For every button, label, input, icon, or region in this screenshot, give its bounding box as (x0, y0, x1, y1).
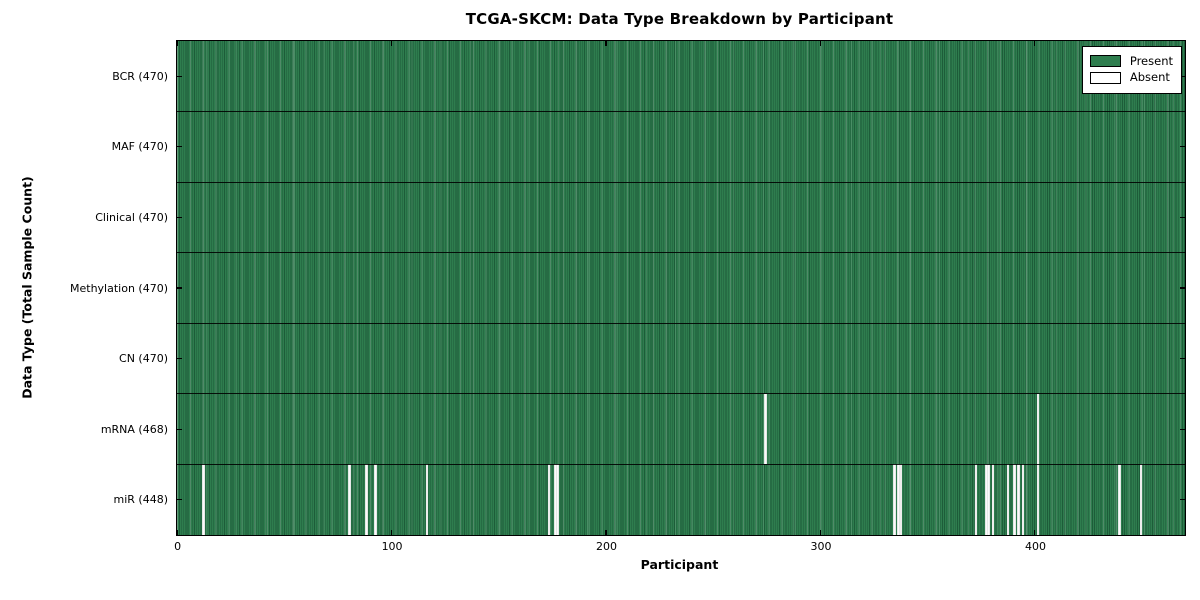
y-tick-right (1180, 287, 1185, 289)
y-tick-right (1180, 216, 1185, 219)
y-tick-label-clinical: Clinical (470) (95, 211, 168, 225)
y-tick (177, 357, 182, 360)
y-tick-right (1180, 146, 1185, 148)
absent-stripe-mir (202, 464, 206, 535)
legend-absent-swatch (1089, 71, 1121, 84)
absent-stripe-mir (547, 464, 551, 535)
row-separator (177, 322, 1185, 324)
y-tick-right (1180, 428, 1185, 430)
y-tick-label-methylation: Methylation (470) (70, 281, 168, 295)
y-tick-right (1180, 499, 1185, 501)
x-axis-label: Participant (640, 557, 719, 572)
x-tick-label: 200 (596, 539, 618, 553)
x-tick (176, 530, 178, 535)
plot-area: Present Absent (176, 40, 1186, 536)
y-tick-right (1180, 75, 1185, 77)
y-tick-right (1180, 357, 1185, 360)
legend-present-swatch (1089, 55, 1121, 68)
absent-stripe-mrna (1036, 393, 1040, 465)
absent-stripe-mir (365, 464, 369, 535)
x-tick (1034, 530, 1036, 535)
absent-stripe-mir (985, 464, 988, 535)
y-tick-label-bcr: BCR (470) (112, 69, 168, 83)
x-tick-top (819, 41, 821, 46)
y-tick (177, 75, 182, 77)
y-tick-label-mir: miR (448) (113, 493, 169, 507)
x-tick-top (176, 41, 178, 46)
y-tick-label-maf: MAF (470) (111, 140, 168, 154)
x-tick (819, 530, 821, 535)
legend-label-absent: Absent (1129, 70, 1170, 85)
absent-stripe-mir (1139, 464, 1143, 535)
x-tick-top (390, 41, 393, 46)
y-tick (177, 146, 182, 148)
absent-stripe-mir (425, 464, 429, 535)
row-separator (177, 463, 1185, 465)
legend-entry-present: Present (1089, 54, 1173, 68)
x-tick-label: 0 (174, 539, 182, 553)
x-tick-label: 400 (1024, 539, 1046, 553)
absent-stripe-mir (893, 464, 896, 535)
absent-stripe-mir (1036, 464, 1040, 535)
row-separator (177, 252, 1185, 254)
absent-stripe-mir (1013, 464, 1016, 535)
y-tick (177, 216, 182, 219)
absent-stripe-mir (899, 464, 903, 535)
absent-stripe-mir (991, 464, 995, 535)
row-separator (177, 181, 1185, 183)
y-tick-label-mrna: mRNA (468) (100, 422, 168, 436)
x-tick (390, 530, 393, 535)
absent-stripe-mir (1006, 464, 1010, 535)
x-tick-label: 100 (381, 539, 403, 553)
absent-stripe-mir (1021, 464, 1025, 535)
absent-stripe-mrna (764, 393, 767, 465)
absent-stripe-mir (556, 464, 559, 535)
absent-stripe-mir (348, 464, 351, 535)
y-tick-label-cn: CN (470) (119, 352, 168, 366)
x-tick-label: 300 (810, 539, 832, 553)
absent-stripe-mir (1017, 464, 1021, 535)
absent-stripe-mir (1118, 464, 1121, 535)
y-tick (177, 499, 182, 501)
legend-entry-absent: Absent (1089, 70, 1173, 85)
x-tick-top (1034, 41, 1036, 46)
x-tick-top (605, 41, 607, 46)
absent-stripe-mir (554, 464, 557, 535)
legend: Present Absent (1081, 46, 1182, 94)
chart-title: TCGA-SKCM: Data Type Breakdown by Partic… (465, 10, 894, 28)
x-tick (605, 530, 607, 535)
y-tick (177, 428, 182, 430)
absent-stripe-mir (374, 464, 377, 535)
absent-stripe-mir (897, 464, 900, 535)
y-tick (177, 287, 182, 289)
row-separator (177, 393, 1185, 395)
absent-stripe-mir (987, 464, 991, 535)
row-separator (177, 111, 1185, 113)
absent-stripe-mir (974, 464, 978, 535)
legend-label-present: Present (1129, 54, 1173, 68)
